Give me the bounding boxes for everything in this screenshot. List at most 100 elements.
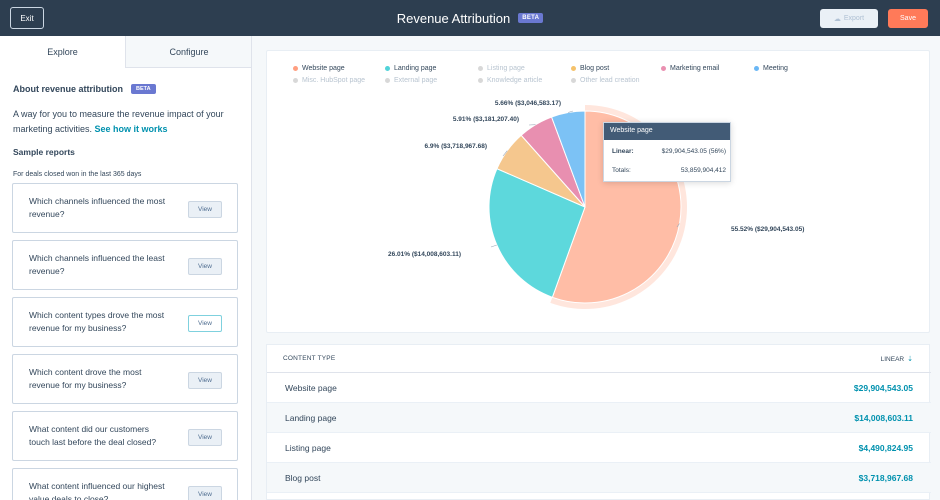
table-row: Listing page $4,490,824.95 [267, 433, 931, 463]
view-button[interactable]: View [188, 486, 222, 500]
report-question: What content did our customers touch las… [29, 424, 157, 447]
report-card[interactable]: Which content drove the most revenue for… [12, 354, 238, 404]
see-how-link[interactable]: See how it works [94, 124, 168, 134]
view-button[interactable]: View [188, 372, 222, 389]
report-card[interactable]: What content influenced our highest valu… [12, 468, 238, 500]
description-text: A way for you to measure the revenue imp… [13, 109, 224, 134]
legend-dot [661, 66, 666, 71]
top-bar: Exit Revenue Attribution BETA ☁ Export S… [0, 0, 940, 36]
legend-label: Other lead creation [580, 77, 640, 84]
row-linear-value[interactable]: $29,904,543.05 [853, 383, 913, 393]
pie-chart: 55.52% ($29,904,543.05) 26.01% ($14,008,6… [388, 100, 804, 309]
about-title: About revenue attribution [13, 84, 123, 94]
report-card[interactable]: Which channels influenced the most reven… [12, 183, 238, 233]
legend-dot [293, 66, 298, 71]
row-content-type: Blog post [285, 473, 321, 483]
legend-dot [385, 78, 390, 83]
row-linear-value[interactable]: $14,008,603.11 [854, 413, 913, 423]
legend-item[interactable]: Knowledge article [478, 77, 542, 84]
legend-item[interactable]: Meeting [754, 65, 788, 72]
table-row: Landing page $14,008,603.11 [267, 403, 931, 433]
export-button[interactable]: ☁ Export [820, 9, 878, 28]
legend-label: Misc. HubSpot page [302, 77, 366, 84]
column-header-linear[interactable]: LINEAR ⇣ [881, 355, 913, 364]
row-linear-value[interactable]: $3,718,967.68 [858, 473, 913, 483]
sample-reports-subtitle: For deals closed won in the last 365 day… [13, 171, 142, 178]
legend-item[interactable]: Website page [293, 65, 345, 72]
pie-data-label: 5.91% ($3,181,207.40) [453, 116, 519, 123]
pie-slice-meeting[interactable] [550, 110, 586, 208]
report-card[interactable]: What content did our customers touch las… [12, 411, 238, 461]
legend-item[interactable]: Landing page [385, 65, 436, 72]
legend-item[interactable]: Other lead creation [571, 77, 640, 84]
left-panel: Explore Configure About revenue attribut… [0, 36, 252, 500]
exit-button[interactable]: Exit [10, 7, 44, 29]
legend-dot [293, 78, 298, 83]
page-title: Revenue Attribution [396, 10, 511, 26]
tooltip-linear-value: $29,904,543.05 (56%) [661, 148, 726, 155]
legend-label: Blog post [580, 65, 610, 72]
row-content-type: Landing page [285, 413, 337, 423]
view-button[interactable]: View [188, 315, 222, 332]
legend-dot [571, 78, 576, 83]
report-question: Which channels influenced the least reve… [29, 253, 165, 276]
tooltip-row-totals: Totals: 53,859,904,412 [612, 167, 726, 174]
beta-badge: BETA [518, 13, 544, 23]
legend-item[interactable]: Misc. HubSpot page [293, 77, 365, 84]
data-table: CONTENT TYPE LINEAR ⇣ Website page $29,9… [266, 344, 931, 500]
report-question: Which content types drove the most reven… [29, 310, 165, 333]
tooltip-linear-label: Linear: [612, 148, 634, 155]
legend-label: Landing page [394, 65, 437, 72]
row-content-type: Listing page [285, 443, 331, 453]
legend-dot [385, 66, 390, 71]
table-row: Blog post $3,718,967.68 [267, 463, 931, 493]
pie-label-connector [502, 150, 508, 157]
legend-label: Meeting [763, 65, 788, 72]
legend-label: Marketing email [670, 65, 720, 72]
tooltip-totals-label: Totals: [612, 167, 631, 174]
legend-item[interactable]: External page [385, 77, 437, 84]
legend-label: External page [394, 77, 438, 84]
report-card[interactable]: Which channels influenced the least reve… [12, 240, 238, 290]
report-card[interactable]: Which content types drove the most reven… [12, 297, 238, 347]
about-header: About revenue attribution BETA [13, 84, 156, 94]
pie-data-label: 55.52% ($29,904,543.05) [731, 226, 804, 233]
tooltip-title: Website page [604, 123, 730, 140]
legend-label: Listing page [487, 65, 525, 72]
sample-reports-title: Sample reports [13, 147, 75, 157]
export-label: Export [843, 15, 865, 22]
table-row: Website page $29,904,543.05 [267, 373, 931, 403]
view-button[interactable]: View [188, 258, 222, 275]
view-button[interactable]: View [188, 429, 222, 446]
sort-descending-icon[interactable]: ⇣ [907, 356, 913, 363]
pie-slice-landing-page[interactable] [488, 168, 586, 298]
report-question: Which content drove the most revenue for… [29, 367, 142, 390]
legend-dot [571, 66, 576, 71]
pie-data-label: 6.9% ($3,718,967.68) [424, 143, 487, 150]
legend-item[interactable]: Marketing email [661, 65, 719, 72]
legend-dot [478, 66, 483, 71]
tooltip-totals-value: 53,859,904,412 [680, 167, 726, 174]
legend-dot [754, 66, 759, 71]
chart-panel: Website page Landing page Listing page B… [266, 50, 930, 333]
pie-data-label: 26.01% ($14,008,603.11) [388, 251, 461, 258]
report-question: What content influenced our highest valu… [29, 481, 165, 500]
pie-label-connector [490, 244, 497, 248]
save-button[interactable]: Save [888, 9, 928, 28]
view-button[interactable]: View [188, 201, 222, 218]
table-header: CONTENT TYPE LINEAR ⇣ [267, 345, 931, 373]
pie-data-label: 5.66% ($3,046,583.17) [495, 100, 561, 107]
tab-configure[interactable]: Configure [126, 36, 251, 68]
column-header-content-type[interactable]: CONTENT TYPE [283, 355, 336, 362]
tab-bar: Explore Configure [0, 36, 251, 68]
title-area: Revenue Attribution BETA [0, 0, 940, 36]
legend-item[interactable]: Blog post [571, 65, 609, 72]
row-linear-value[interactable]: $4,490,824.95 [858, 443, 913, 453]
tab-explore[interactable]: Explore [0, 36, 126, 68]
legend-item[interactable]: Listing page [478, 65, 525, 72]
chart-tooltip: Website page Linear: $29,904,543.05 (56%… [603, 122, 731, 182]
row-content-type: Website page [285, 383, 337, 393]
about-beta-badge: BETA [131, 84, 156, 94]
report-question: Which channels influenced the most reven… [29, 196, 166, 219]
legend-dot [478, 78, 483, 83]
